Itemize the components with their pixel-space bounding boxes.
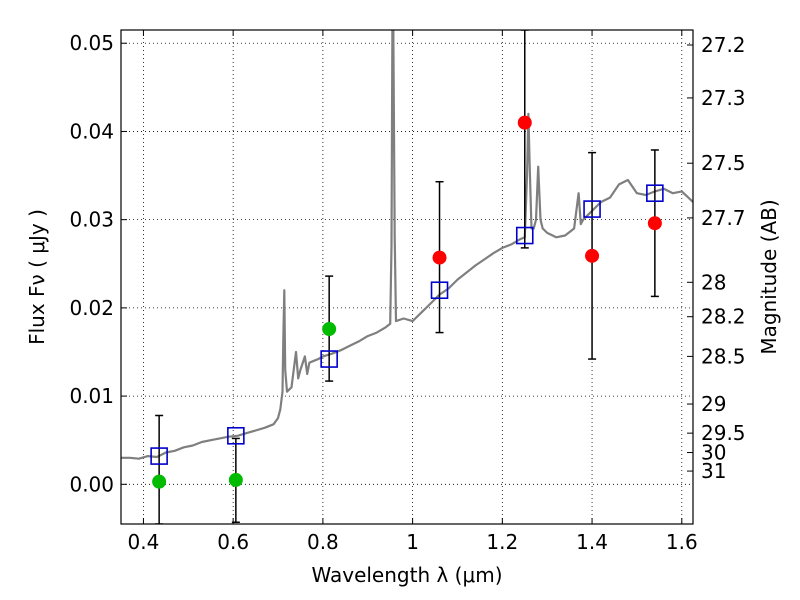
spectrum-line [121, 30, 693, 460]
mag-tick-label: 28 [701, 270, 726, 294]
mag-tick-label: 30 [701, 441, 726, 465]
marker-layer [150, 115, 664, 489]
mag-tick-label: 27.3 [701, 86, 746, 110]
detection-point [585, 248, 600, 263]
x-axis-label: Wavelength λ (μm) [311, 563, 502, 587]
model-point [646, 184, 664, 202]
y-tick-label: 0.04 [69, 119, 114, 143]
y-tick-label: 0.01 [69, 384, 114, 408]
mag-tick-label: 28.5 [701, 344, 746, 368]
x-tick-label: 0.4 [128, 530, 160, 554]
mag-tick-label: 27.2 [701, 33, 746, 57]
y-tick-label: 0.02 [69, 296, 114, 320]
model-point [150, 447, 168, 465]
model-point [227, 426, 245, 445]
upper-limit-point [228, 472, 243, 487]
model-point [583, 200, 601, 218]
detection-point [647, 216, 662, 231]
plot-background [121, 30, 693, 524]
upper-limit-point [322, 322, 337, 337]
model-point [430, 281, 449, 300]
mag-tick-label: 31 [701, 459, 726, 483]
y-tick-label: 0.03 [69, 208, 114, 232]
mag-tick-label: 29.5 [701, 421, 746, 445]
plot-frame [120, 29, 694, 525]
y-tick-label: 0.00 [69, 472, 114, 496]
detection-point [432, 250, 447, 265]
y-axis-label: Flux Fν ( μJy ) [25, 209, 49, 345]
y-tick-label: 0.05 [69, 31, 114, 55]
x-tick-label: 1.2 [486, 530, 518, 554]
x-tick-label: 0.8 [307, 530, 339, 554]
upper-limit-point [152, 474, 167, 489]
detection-point [517, 115, 532, 130]
spectrum-layer [121, 30, 693, 460]
model-point [320, 350, 338, 368]
y2-axis-label: Magnitude (AB) [757, 199, 781, 354]
mag-tick-label: 27.7 [701, 206, 746, 230]
x-tick-label: 1.4 [576, 530, 608, 554]
x-tick-label: 0.6 [217, 530, 249, 554]
model-point [515, 226, 534, 245]
tick-layer: 0.4 0.6 0.8 1 1.2 1.4 1.6 0.00 0.01 0.02 0.03 0.04 0… [69, 30, 746, 554]
grid-lines [121, 30, 693, 524]
x-tick-label: 1.6 [666, 530, 698, 554]
mag-tick-label: 27.5 [701, 151, 746, 175]
x-tick-label: 1 [406, 530, 419, 554]
mag-tick-label: 29 [701, 392, 726, 416]
mag-tick-label: 28.2 [701, 305, 746, 329]
